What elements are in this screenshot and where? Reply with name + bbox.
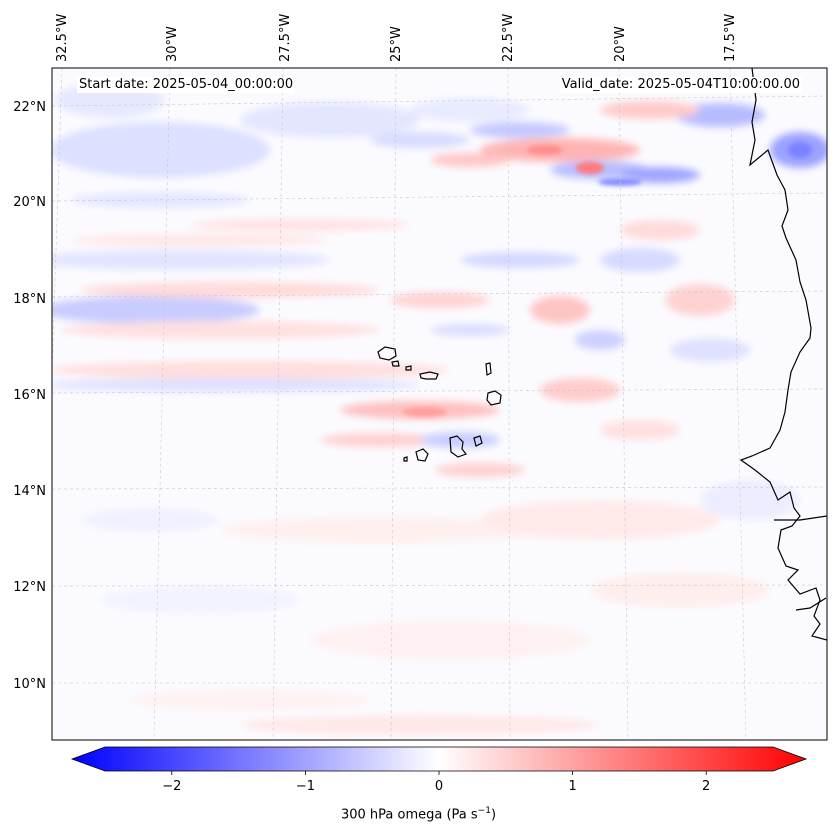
lon-label: 27.5°W — [278, 14, 293, 62]
colorbar-tick-label: 2 — [702, 779, 710, 794]
lat-label: 20°N — [13, 195, 46, 210]
lat-label: 16°N — [13, 388, 46, 403]
cape-verde-islands — [377, 346, 502, 462]
colorbar-ticks: −2 −1 0 1 2 — [162, 771, 710, 794]
gridlines — [52, 68, 827, 740]
colorbar-label-exponent: −1 — [477, 806, 491, 816]
colorbar-tick-label: −2 — [162, 779, 181, 794]
coastline — [739, 68, 827, 641]
latitude-labels: 22°N 20°N 18°N 16°N 14°N 12°N 10°N — [13, 100, 46, 692]
colorbar-fill — [72, 747, 806, 771]
lon-label: 17.5°W — [723, 14, 738, 62]
lat-label: 12°N — [13, 580, 46, 595]
colorbar-tick-label: 0 — [435, 779, 443, 794]
colorbar: −2 −1 0 1 2 — [70, 746, 808, 794]
lat-label: 14°N — [13, 484, 46, 499]
lat-label: 22°N — [13, 100, 46, 115]
start-date-label: Start date: 2025-05-04_00:00:00 — [77, 77, 296, 93]
lon-label: 30°W — [165, 26, 180, 62]
lon-label: 20°W — [613, 26, 628, 62]
valid-date-label: Valid_date: 2025-05-04T10:00:00.00 — [559, 77, 802, 93]
map-frame — [51, 67, 828, 741]
colorbar-outline — [70, 746, 808, 772]
colorbar-label-close: ) — [490, 807, 497, 823]
lat-label: 18°N — [13, 292, 46, 307]
lon-label: 22.5°W — [501, 14, 516, 62]
lat-label: 10°N — [13, 677, 46, 692]
colorbar-label-main: 300 hPa omega (Pa s — [340, 807, 478, 823]
lon-label: 32.5°W — [55, 14, 70, 62]
longitude-labels: 32.5°W 30°W 27.5°W 25°W 22.5°W 20°W 17.5… — [55, 14, 738, 62]
lon-label: 25°W — [389, 26, 404, 62]
colorbar-label: 300 hPa omega (Pa s−1) — [0, 806, 837, 822]
colorbar-tick-label: 1 — [568, 779, 576, 794]
colorbar-tick-label: −1 — [296, 779, 315, 794]
